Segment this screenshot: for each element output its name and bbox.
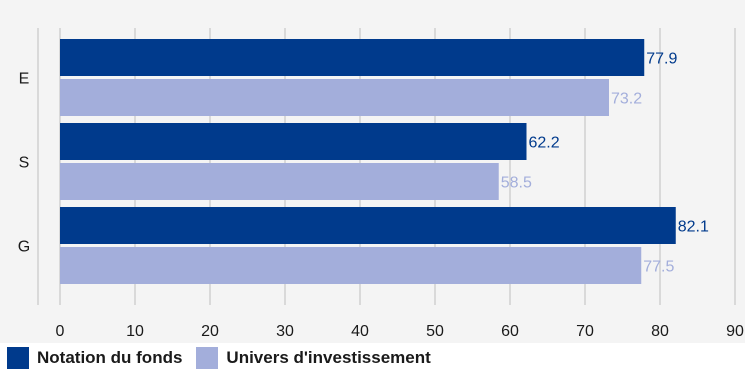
legend-swatch-fund <box>7 347 29 369</box>
x-tick-label-10: 10 <box>126 323 144 340</box>
legend: Notation du fonds Univers d'investisseme… <box>7 345 431 371</box>
x-tick-label-30: 30 <box>276 323 294 340</box>
x-tick-label-90: 90 <box>726 323 744 340</box>
legend-item-universe: Univers d'investissement <box>196 347 431 369</box>
legend-item-fund: Notation du fonds <box>7 347 182 369</box>
bar-E-series-0 <box>60 39 645 76</box>
x-axis: 0 10 20 30 40 50 60 70 80 90 <box>56 323 744 340</box>
bar-E-series-1 <box>60 79 609 116</box>
legend-label-universe: Univers d'investissement <box>226 348 431 367</box>
legend-swatch-universe <box>196 347 219 369</box>
x-tick-label-50: 50 <box>426 323 444 340</box>
data-label-G-series-1: 77.5 <box>643 259 674 276</box>
data-label-S-series-1: 58.5 <box>501 175 532 192</box>
x-tick-label-40: 40 <box>351 323 369 340</box>
bar-S-series-1 <box>60 163 499 200</box>
x-tick-label-60: 60 <box>501 323 519 340</box>
y-category-label-E: E <box>19 71 30 88</box>
y-category-label-G: G <box>18 239 30 256</box>
bar-S-series-0 <box>60 123 527 160</box>
y-category-label-S: S <box>19 155 30 172</box>
x-tick-label-80: 80 <box>651 323 669 340</box>
x-tick-label-20: 20 <box>201 323 219 340</box>
x-tick-label-70: 70 <box>576 323 594 340</box>
data-label-E-series-1: 73.2 <box>611 91 642 108</box>
data-label-S-series-0: 62.2 <box>529 135 560 152</box>
data-label-E-series-0: 77.9 <box>646 51 677 68</box>
legend-label-fund: Notation du fonds <box>37 348 183 367</box>
x-tick-label-0: 0 <box>56 323 65 340</box>
bars <box>60 39 676 284</box>
y-axis: E S G <box>18 71 30 256</box>
bar-G-series-0 <box>60 207 676 244</box>
data-label-G-series-0: 82.1 <box>678 219 709 236</box>
bar-G-series-1 <box>60 247 642 284</box>
data-labels: 77.9 73.2 62.2 58.5 82.1 77.5 <box>501 51 709 276</box>
